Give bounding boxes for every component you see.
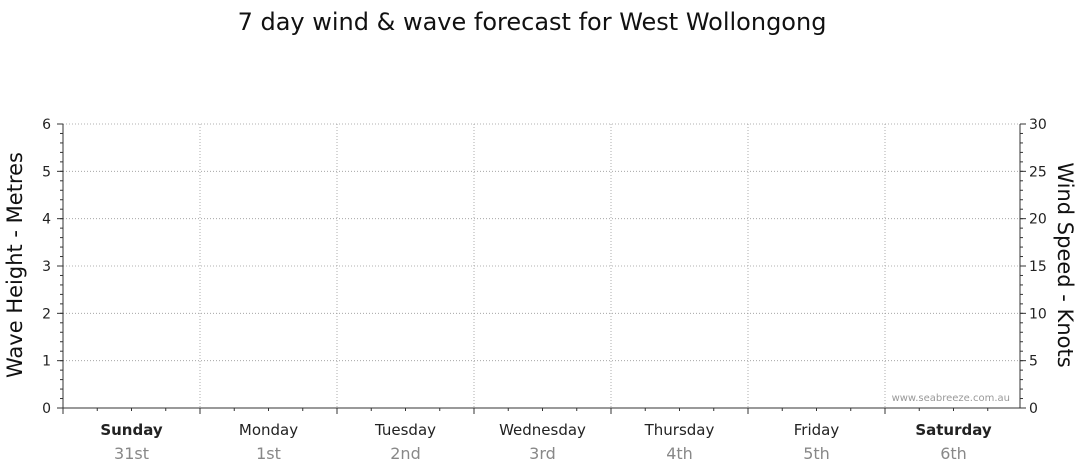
right-tick-label: 0: [1029, 401, 1038, 417]
left-tick-label: 0: [42, 401, 51, 417]
right-tick-label: 5: [1029, 354, 1038, 370]
day-date-label: 5th: [803, 444, 830, 463]
left-tick-label: 6: [42, 117, 51, 133]
day-date-label: 2nd: [390, 444, 420, 463]
day-date-label: 6th: [940, 444, 967, 463]
left-tick-label: 5: [42, 164, 51, 180]
day-labels: Sunday 31st Monday 1st Tuesday 2nd Wednesday 3r…: [100, 421, 992, 463]
right-tick-label: 15: [1029, 259, 1047, 275]
axes: [62, 124, 1021, 414]
day-name-label: Wednesday: [499, 421, 586, 439]
chart-title: 7 day wind & wave forecast for West Woll…: [238, 8, 827, 36]
watermark: www.seabreeze.com.au: [892, 393, 1010, 404]
left-tick-label: 3: [42, 259, 51, 275]
right-axis-title: Wind Speed - Knots: [1053, 162, 1077, 367]
day-name-label: Monday: [239, 421, 298, 439]
day-name-label: Sunday: [100, 421, 163, 439]
right-tick-label: 20: [1029, 212, 1047, 228]
left-axis-title: Wave Height - Metres: [3, 152, 27, 378]
right-tick-label: 30: [1029, 117, 1047, 133]
left-axis-ticks: 0 1 2 3 4 5 6: [42, 117, 63, 417]
day-name-label: Tuesday: [374, 421, 436, 439]
left-tick-label: 1: [42, 354, 51, 370]
left-tick-label: 4: [42, 212, 51, 228]
right-axis-ticks: 0 5 10 15 20 25 30: [1020, 117, 1047, 417]
left-tick-label: 2: [42, 306, 51, 322]
right-tick-label: 10: [1029, 306, 1047, 322]
day-date-label: 4th: [666, 444, 693, 463]
right-tick-label: 25: [1029, 164, 1047, 180]
day-date-label: 31st: [114, 444, 149, 463]
day-date-label: 1st: [256, 444, 281, 463]
day-name-label: Thursday: [644, 421, 715, 439]
day-date-label: 3rd: [529, 444, 556, 463]
day-name-label: Friday: [794, 421, 840, 439]
day-name-label: Saturday: [915, 421, 992, 439]
grid-lines: [63, 123, 1020, 408]
